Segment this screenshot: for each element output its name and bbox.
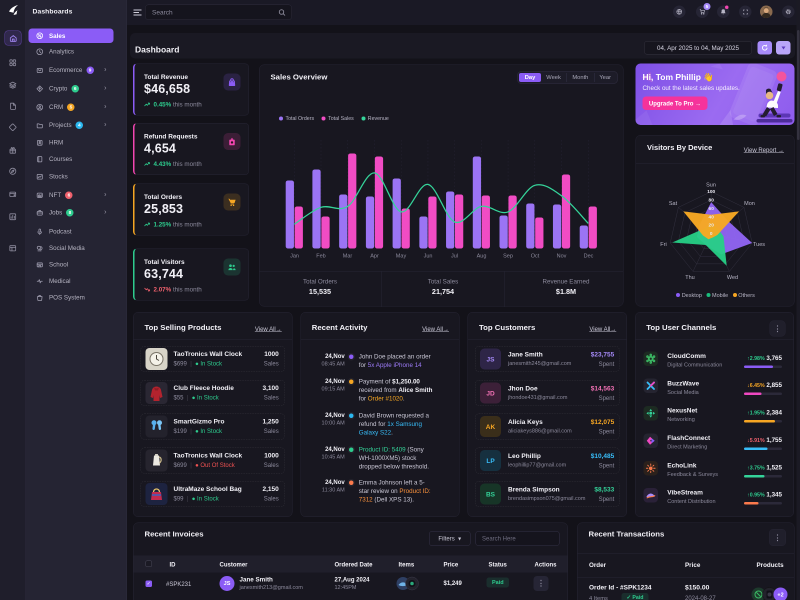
svg-text:Sat: Sat [669, 201, 678, 207]
svg-text:100: 100 [707, 189, 715, 195]
svg-text:0: 0 [710, 231, 713, 237]
svg-text:80: 80 [709, 197, 715, 203]
svg-text:Wed: Wed [727, 275, 738, 281]
svg-text:Thu: Thu [685, 275, 694, 281]
svg-text:Tues: Tues [753, 242, 765, 248]
svg-text:60: 60 [709, 206, 715, 212]
svg-text:+2: +2 [777, 593, 783, 599]
svg-text:40: 40 [709, 214, 715, 220]
svg-text:20: 20 [709, 222, 715, 228]
svg-text:Sun: Sun [706, 182, 716, 188]
svg-text:Fri: Fri [660, 242, 666, 248]
svg-text:Mon: Mon [744, 201, 755, 207]
